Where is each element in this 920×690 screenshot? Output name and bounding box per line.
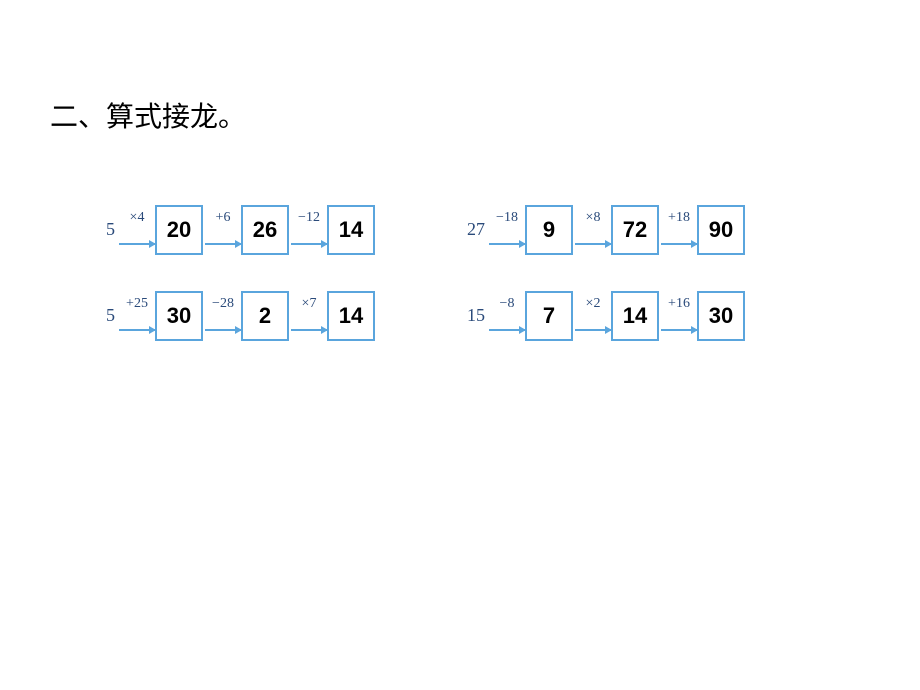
- operation-label: +6: [203, 211, 243, 225]
- result-box: 14: [327, 205, 375, 255]
- chain-start: 5: [95, 305, 115, 328]
- chain-step: ×2 14: [573, 291, 659, 341]
- result-box: 14: [611, 291, 659, 341]
- arrow: +6: [203, 215, 243, 245]
- chain-step: +18 90: [659, 205, 745, 255]
- chain-step: +25 30: [117, 291, 203, 341]
- chains-container: 5 ×4 20 +6 26 −12 14: [95, 205, 855, 377]
- arrow: ×4: [117, 215, 157, 245]
- chain-step: −12 14: [289, 205, 375, 255]
- arrow: +18: [659, 215, 699, 245]
- chain-start: 15: [465, 305, 485, 328]
- operation-label: −12: [289, 211, 329, 225]
- chain: 5 ×4 20 +6 26 −12 14: [95, 205, 375, 255]
- arrow: ×7: [289, 301, 329, 331]
- result-box: 30: [155, 291, 203, 341]
- result-box: 26: [241, 205, 289, 255]
- chain-row: 5 ×4 20 +6 26 −12 14: [95, 205, 855, 255]
- chain-step: ×4 20: [117, 205, 203, 255]
- arrow: ×8: [573, 215, 613, 245]
- result-box: 14: [327, 291, 375, 341]
- chain: 27 −18 9 ×8 72 +18 90: [465, 205, 745, 255]
- operation-label: −8: [487, 297, 527, 311]
- operation-label: −18: [487, 211, 527, 225]
- chain: 5 +25 30 −28 2 ×7 14: [95, 291, 375, 341]
- chain-step: +16 30: [659, 291, 745, 341]
- arrow: −8: [487, 301, 527, 331]
- arrow: −28: [203, 301, 243, 331]
- arrow: +25: [117, 301, 157, 331]
- arrow: +16: [659, 301, 699, 331]
- chain-start: 27: [465, 219, 485, 242]
- result-box: 90: [697, 205, 745, 255]
- chain-start: 5: [95, 219, 115, 242]
- chain-step: ×8 72: [573, 205, 659, 255]
- operation-label: ×2: [573, 297, 613, 311]
- result-box: 2: [241, 291, 289, 341]
- result-box: 7: [525, 291, 573, 341]
- chain-step: −18 9: [487, 205, 573, 255]
- section-title: 二、算式接龙。: [50, 95, 246, 135]
- result-box: 9: [525, 205, 573, 255]
- result-box: 30: [697, 291, 745, 341]
- arrow: ×2: [573, 301, 613, 331]
- operation-label: +25: [117, 297, 157, 311]
- chain-step: −8 7: [487, 291, 573, 341]
- result-box: 20: [155, 205, 203, 255]
- operation-label: ×8: [573, 211, 613, 225]
- chain-row: 5 +25 30 −28 2 ×7 14: [95, 291, 855, 341]
- operation-label: +16: [659, 297, 699, 311]
- arrow: −18: [487, 215, 527, 245]
- chain: 15 −8 7 ×2 14 +16 30: [465, 291, 745, 341]
- arrow: −12: [289, 215, 329, 245]
- chain-step: −28 2: [203, 291, 289, 341]
- operation-label: +18: [659, 211, 699, 225]
- chain-step: ×7 14: [289, 291, 375, 341]
- operation-label: ×4: [117, 211, 157, 225]
- result-box: 72: [611, 205, 659, 255]
- chain-step: +6 26: [203, 205, 289, 255]
- operation-label: ×7: [289, 297, 329, 311]
- operation-label: −28: [203, 297, 243, 311]
